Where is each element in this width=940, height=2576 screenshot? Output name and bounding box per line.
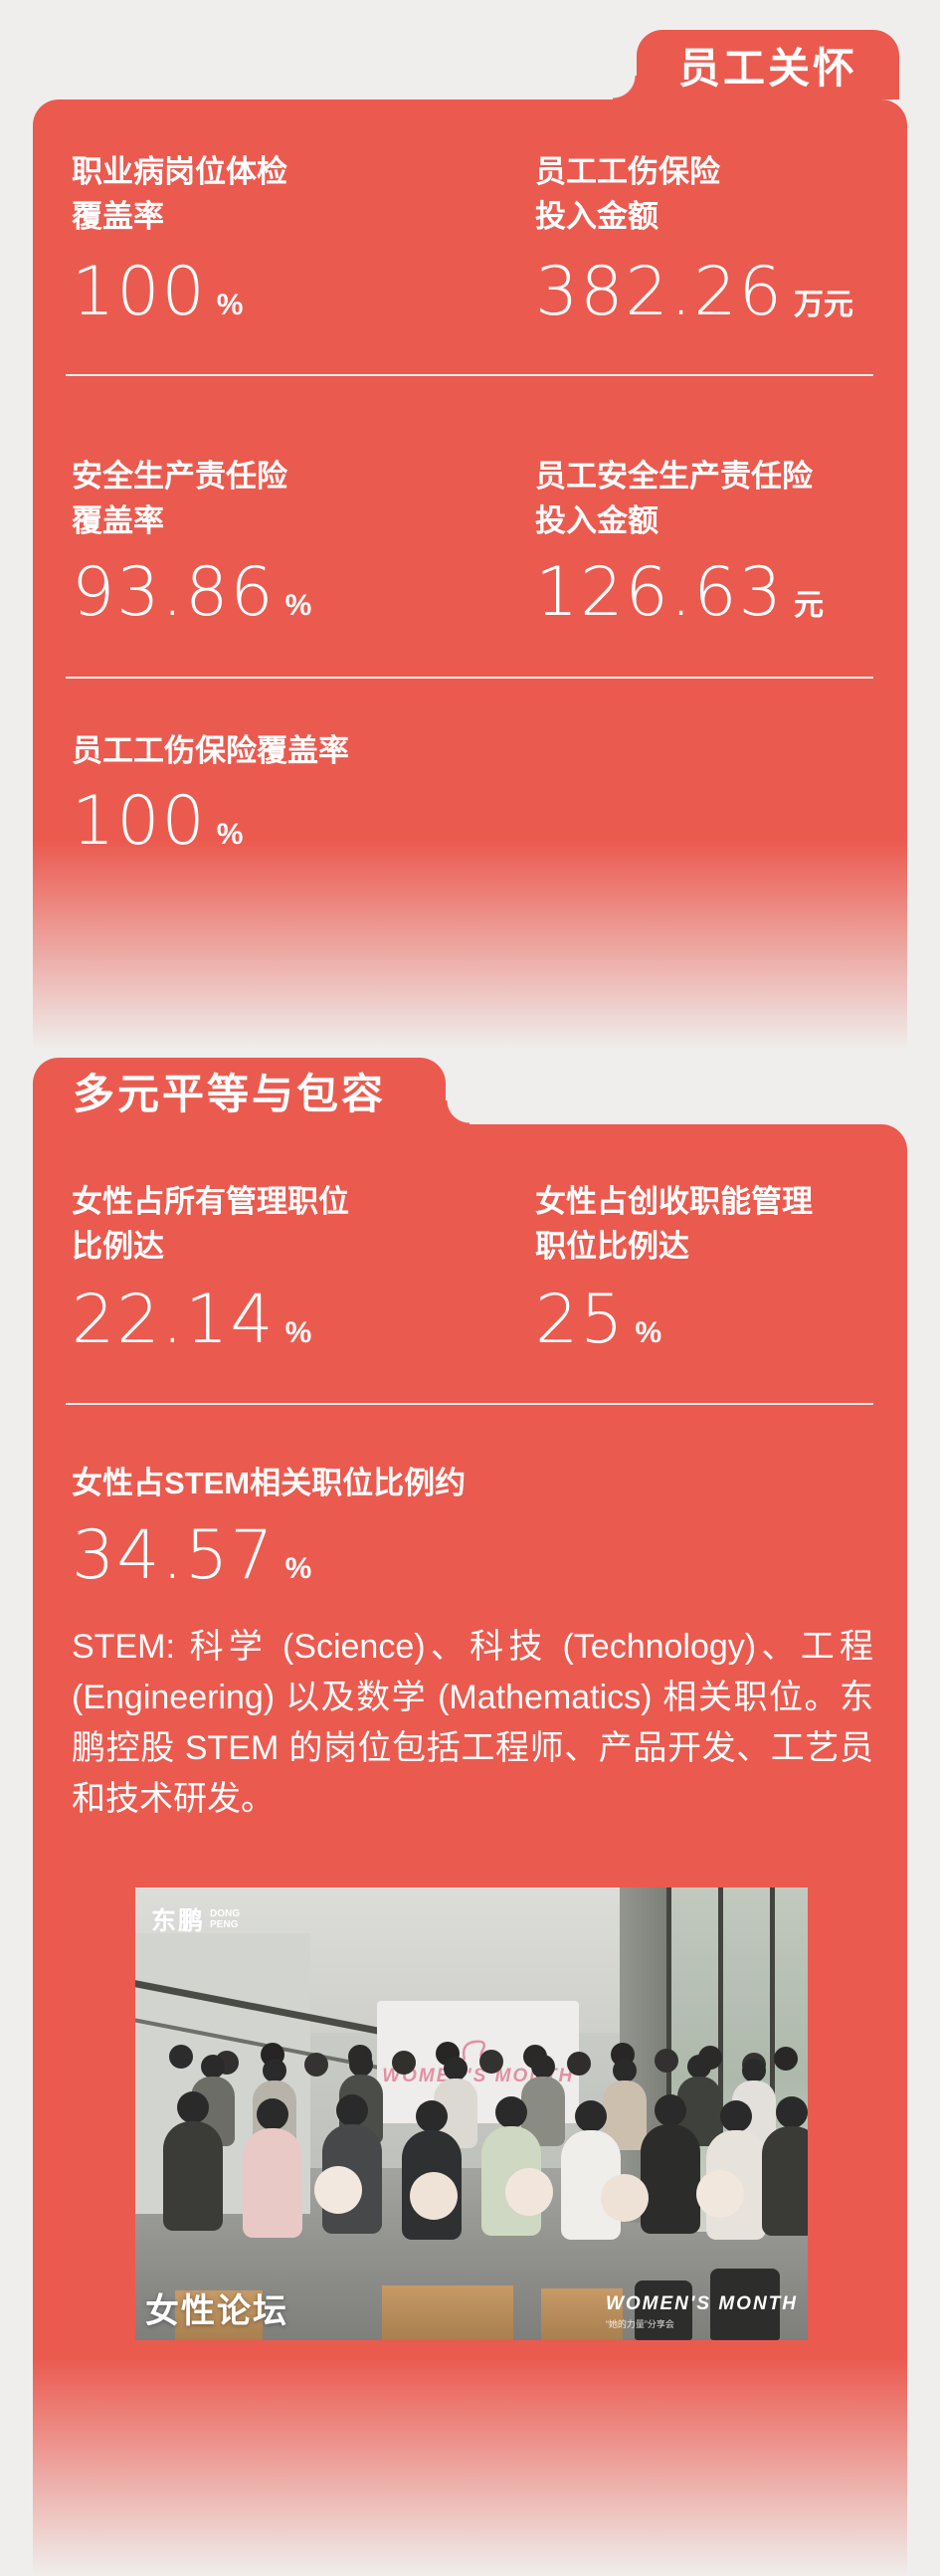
divider (66, 374, 873, 376)
person-illustration (243, 2098, 302, 2238)
watermark-subtitle: “她的力量”分享会 (605, 2319, 674, 2329)
stat-label: 员工工伤保险覆盖率 (72, 733, 349, 768)
stat-unit: 元 (793, 589, 824, 622)
chair-illustration (635, 2280, 692, 2340)
stat-label: 女性占STEM相关职位比例约 (72, 1466, 467, 1500)
stat-women-revenue-management: 女性占创收职能管理 职位比例达 (535, 1179, 813, 1269)
stat-unit: % (635, 1316, 662, 1349)
diversity-tab: 多元平等与包容 (33, 1058, 446, 1124)
stat-label: 职业病岗位体检 (72, 154, 287, 189)
person-illustration (481, 2096, 541, 2236)
stat-value: 22.14 % (72, 1287, 311, 1354)
crowd-back-row-illustration (169, 2045, 193, 2069)
stat-value: 126.63 元 (535, 559, 824, 627)
stat-number: 34.57 (72, 1516, 276, 1595)
diversity-title: 多元平等与包容 (73, 1071, 387, 1117)
stat-women-stem: 女性占STEM相关职位比例约 (72, 1461, 466, 1505)
divider (66, 677, 873, 679)
stat-label: 覆盖率 (72, 199, 164, 234)
stat-unit: % (284, 1552, 312, 1585)
stat-unit: % (284, 1316, 312, 1349)
watermark-title: WOMEN'S MONTH (605, 2293, 798, 2314)
stat-label: 覆盖率 (72, 503, 164, 538)
stat-number: 93.86 (72, 553, 276, 632)
chair-illustration (710, 2269, 780, 2340)
photo-caption: 女性论坛 (145, 2292, 288, 2330)
stat-value: 34.57 % (72, 1522, 311, 1590)
stat-value: 382.26 万元 (535, 259, 853, 326)
tab-curve-connector (446, 1100, 470, 1124)
stat-label: 职位比例达 (535, 1229, 689, 1264)
person-illustration (561, 2100, 621, 2240)
stat-value: 100 % (72, 788, 243, 856)
stat-label: 女性占所有管理职位 (72, 1184, 349, 1219)
stat-liability-amount: 员工安全生产责任险 投入金额 (535, 454, 813, 543)
stat-label: 安全生产责任险 (72, 459, 287, 494)
stat-value: 100 % (72, 259, 243, 326)
logo-en-line: DONG (210, 1907, 241, 1919)
stat-number: 100 (72, 253, 207, 331)
stat-label: 比例达 (72, 1229, 164, 1264)
stat-women-management: 女性占所有管理职位 比例达 (72, 1179, 349, 1269)
stat-label: 女性占创收职能管理 (535, 1184, 813, 1219)
stat-number: 126.63 (535, 553, 784, 632)
person-illustration (163, 2091, 223, 2231)
ribbon-swirl-illustration (462, 2040, 490, 2064)
stat-unit: % (284, 589, 312, 622)
person-illustration (641, 2094, 700, 2234)
stat-unit: % (216, 289, 244, 321)
divider (66, 1403, 873, 1405)
stat-exam-coverage: 职业病岗位体检 覆盖率 (72, 149, 287, 239)
logo-en-text: DONG PENG (210, 1908, 240, 1931)
stem-definition-note: STEM: 科学 (Science)、科技 (Technology)、工程 (E… (72, 1628, 873, 1818)
stat-unit: 万元 (793, 289, 853, 321)
stool-illustration (382, 2285, 513, 2340)
womens-month-watermark: WOMEN'S MONTH “她的力量”分享会 (606, 2293, 798, 2330)
person-illustration (402, 2100, 462, 2240)
stat-liability-coverage: 安全生产责任险 覆盖率 (72, 454, 287, 543)
stool-illustration (541, 2288, 623, 2340)
person-illustration (706, 2100, 766, 2240)
stat-label: 员工安全生产责任险 (535, 459, 813, 494)
logo-cn-text: 东鹏 (151, 1907, 206, 1935)
stat-label: 投入金额 (535, 503, 658, 538)
stat-number: 25 (535, 1281, 626, 1359)
employee-care-card: 职业病岗位体检 覆盖率 100 % 员工工伤保险 投入金额 382.26 万元 … (33, 99, 907, 1050)
forum-photo: WOMEN'S MONTH 东鹏 DONG PENG (135, 1887, 808, 2340)
tab-curve-connector (613, 76, 637, 99)
bouquets-illustration (314, 2166, 362, 2214)
logo-en-line: PENG (210, 1919, 239, 1930)
stat-unit: % (216, 818, 244, 851)
stat-number: 22.14 (72, 1281, 276, 1359)
stat-number: 382.26 (535, 253, 784, 331)
stool-illustration (175, 2290, 263, 2340)
stat-injury-insurance-amount: 员工工伤保险 投入金额 (535, 149, 720, 239)
dongpeng-logo: 东鹏 DONG PENG (151, 1901, 240, 1937)
employee-care-tab: 员工关怀 (637, 30, 899, 99)
person-illustration (762, 2096, 808, 2236)
stat-value: 93.86 % (72, 559, 311, 627)
stat-value: 25 % (535, 1287, 661, 1354)
stat-number: 100 (72, 782, 207, 861)
stat-label: 员工工伤保险 (535, 154, 720, 189)
diversity-card: 女性占所有管理职位 比例达 22.14 % 女性占创收职能管理 职位比例达 25… (33, 1124, 907, 2576)
employee-care-title: 员工关怀 (677, 44, 857, 92)
stat-injury-coverage: 员工工伤保险覆盖率 (72, 728, 349, 773)
stat-label: 投入金额 (535, 199, 658, 234)
